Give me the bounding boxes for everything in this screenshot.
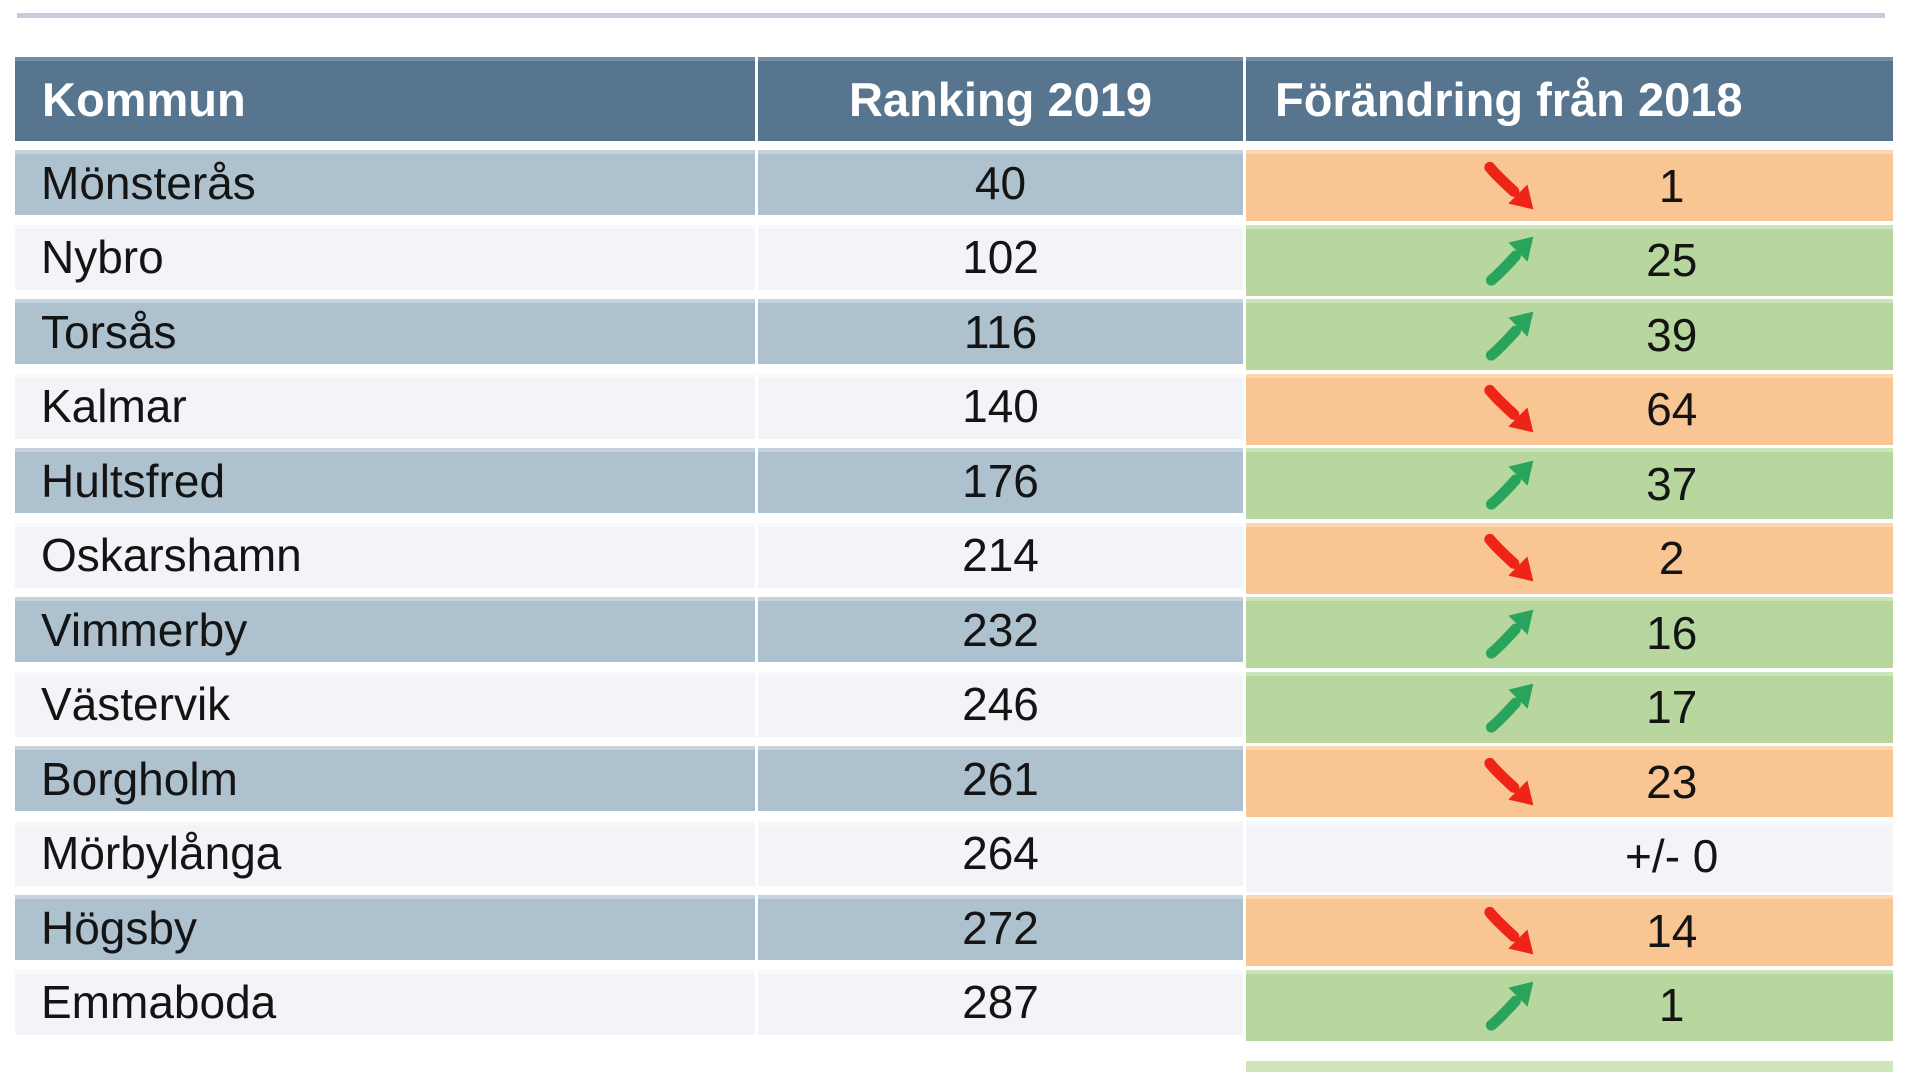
change-cell: 2 [1246,522,1893,594]
up-arrow-icon [1482,232,1538,288]
table-row: Vimmerby 232 16 [15,597,1893,672]
down-arrow-icon [1482,158,1538,214]
ranking-cell: 246 [758,671,1243,737]
kommun-cell: Mönsterås [15,150,755,215]
down-arrow-icon [1482,754,1538,810]
ranking-table: Kommun Ranking 2019 Förändring från 2018… [15,57,1893,1044]
kommun-cell: Vimmerby [15,597,755,662]
change-cell: 17 [1246,671,1893,743]
ranking-cell: 264 [758,820,1243,886]
change-value: 25 [1646,234,1698,286]
change-cell: 64 [1246,373,1893,445]
ranking-cell: 140 [758,373,1243,439]
ranking-cell: 40 [758,150,1243,215]
table-row: Västervik 246 17 [15,671,1893,747]
table-row: Högsby 272 14 [15,895,1893,970]
change-cell: 25 [1246,224,1893,296]
change-cell: 1 [1246,969,1893,1041]
kommun-cell: Västervik [15,671,755,737]
change-value: 14 [1646,904,1698,957]
change-value: 17 [1646,681,1698,733]
kommun-cell: Kalmar [15,373,755,439]
change-value: 64 [1646,383,1698,435]
table-header-row: Kommun Ranking 2019 Förändring från 2018 [15,57,1893,141]
up-arrow-icon [1482,605,1538,661]
change-cell: +/- 0 [1246,820,1893,892]
table-row: Torsås 116 39 [15,299,1893,374]
table-body: Mönsterås 40 1 Nybro 102 25 Torsås [15,150,1893,1044]
kommun-cell: Hultsfred [15,448,755,513]
ranking-cell: 287 [758,969,1243,1035]
table-row: Mönsterås 40 1 [15,150,1893,225]
kommun-cell: Torsås [15,299,755,364]
change-value: 16 [1646,606,1698,659]
table-row: Borgholm 261 23 [15,746,1893,821]
up-arrow-icon [1482,977,1538,1033]
table-row: Nybro 102 25 [15,224,1893,300]
ranking-cell: 102 [758,224,1243,290]
ranking-cell: 214 [758,522,1243,588]
change-value: 1 [1658,159,1685,212]
kommun-cell: Emmaboda [15,969,755,1035]
header-ranking-2019: Ranking 2019 [758,57,1243,141]
change-value: 1 [1658,979,1685,1031]
table-row: Emmaboda 287 1 [15,969,1893,1045]
change-cell: 16 [1246,597,1893,668]
table-row: Hultsfred 176 37 [15,448,1893,523]
down-arrow-icon [1482,903,1538,959]
top-divider-line [17,13,1885,18]
kommun-cell: Nybro [15,224,755,290]
change-value: 39 [1646,308,1698,361]
change-cell: 14 [1246,895,1893,966]
up-arrow-icon [1482,307,1538,363]
change-cell: 39 [1246,299,1893,370]
change-cell: 1 [1246,150,1893,221]
down-arrow-icon [1482,530,1538,586]
kommun-cell: Borgholm [15,746,755,811]
change-cell: 23 [1246,746,1893,817]
ranking-cell: 232 [758,597,1243,662]
up-arrow-icon [1482,456,1538,512]
ranking-cell: 176 [758,448,1243,513]
header-kommun: Kommun [15,57,755,141]
header-change-from-2018: Förändring från 2018 [1246,57,1893,141]
change-value: 37 [1646,457,1698,510]
up-arrow-icon [1482,679,1538,735]
ranking-cell: 272 [758,895,1243,960]
kommun-cell: Oskarshamn [15,522,755,588]
table-row: Mörbylånga 264 +/- 0 [15,820,1893,896]
table-row: Kalmar 140 64 [15,373,1893,449]
kommun-cell: Mörbylånga [15,820,755,886]
change-value: 2 [1658,532,1685,584]
change-value: 23 [1646,755,1698,808]
ranking-cell: 261 [758,746,1243,811]
down-arrow-icon [1482,381,1538,437]
ranking-cell: 116 [758,299,1243,364]
change-cell: 37 [1246,448,1893,519]
change-value: +/- 0 [1625,830,1719,882]
table-row: Oskarshamn 214 2 [15,522,1893,598]
kommun-cell: Högsby [15,895,755,960]
next-row-peek [1246,1061,1893,1072]
